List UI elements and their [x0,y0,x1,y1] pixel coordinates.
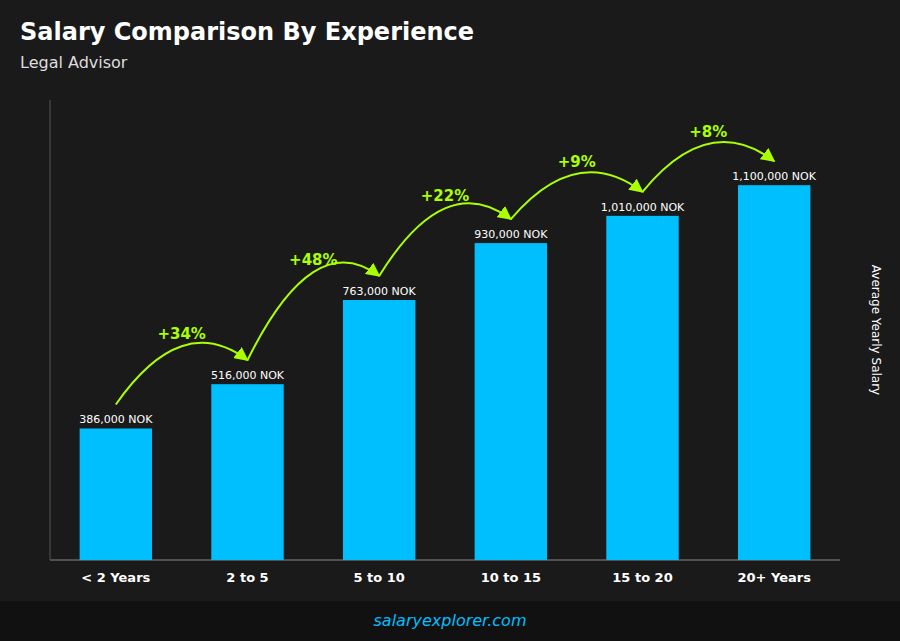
chart: Salary Comparison By Experience Legal Adv… [0,0,900,641]
change-label: +8% [689,123,727,141]
bar [80,428,152,560]
change-arrow [116,343,248,405]
bar [211,384,283,560]
data-label: 516,000 NOK [211,369,285,382]
bars [80,185,811,560]
x-tick-label: 20+ Years [737,570,811,585]
change-label: +22% [421,187,469,205]
data-label: 1,010,000 NOK [601,201,685,214]
change-label: +9% [558,153,596,171]
x-tick-label: 5 to 10 [353,570,404,585]
change-label: +48% [289,251,337,269]
data-label: 1,100,000 NOK [732,170,816,183]
bar [738,185,810,560]
change-arrow [643,142,775,192]
data-label: 763,000 NOK [343,285,417,298]
y-axis-line [50,100,51,560]
x-tick-label: 15 to 20 [612,570,672,585]
bar [606,216,678,560]
footer: salaryexplorer.com [374,611,527,630]
change-arrow [248,262,380,360]
bar [343,300,415,560]
x-axis-line [50,560,840,561]
footer-band [0,601,900,641]
change-label: +34% [157,325,205,343]
change-arrow [379,203,511,276]
subtitle: Legal Advisor [20,53,128,72]
x-tick-label: < 2 Years [81,570,150,585]
change-arrow [511,172,643,219]
bar [475,243,547,560]
x-tick-label: 2 to 5 [226,570,268,585]
data-label: 930,000 NOK [474,228,548,241]
title: Salary Comparison By Experience [20,18,474,46]
data-label: 386,000 NOK [79,413,153,426]
x-tick-label: 10 to 15 [481,570,541,585]
background [0,0,900,641]
y-axis-label: Average Yearly Salary [869,265,883,395]
